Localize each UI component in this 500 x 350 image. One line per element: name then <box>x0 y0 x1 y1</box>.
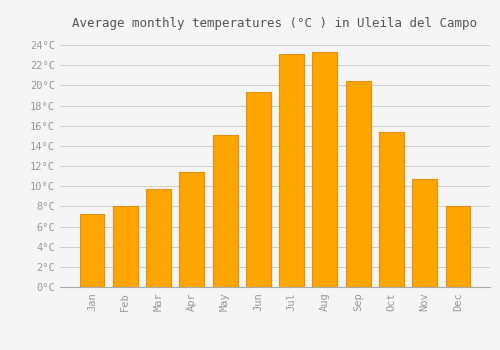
Bar <box>212 135 238 287</box>
Bar <box>246 92 271 287</box>
Bar <box>346 81 370 287</box>
Bar <box>279 54 304 287</box>
Bar <box>113 206 138 287</box>
Bar <box>312 52 338 287</box>
Bar <box>446 206 470 287</box>
Bar <box>146 189 171 287</box>
Title: Average monthly temperatures (°C ) in Uleila del Campo: Average monthly temperatures (°C ) in Ul… <box>72 17 477 30</box>
Bar <box>80 215 104 287</box>
Bar <box>180 172 204 287</box>
Bar <box>412 179 437 287</box>
Bar <box>379 132 404 287</box>
